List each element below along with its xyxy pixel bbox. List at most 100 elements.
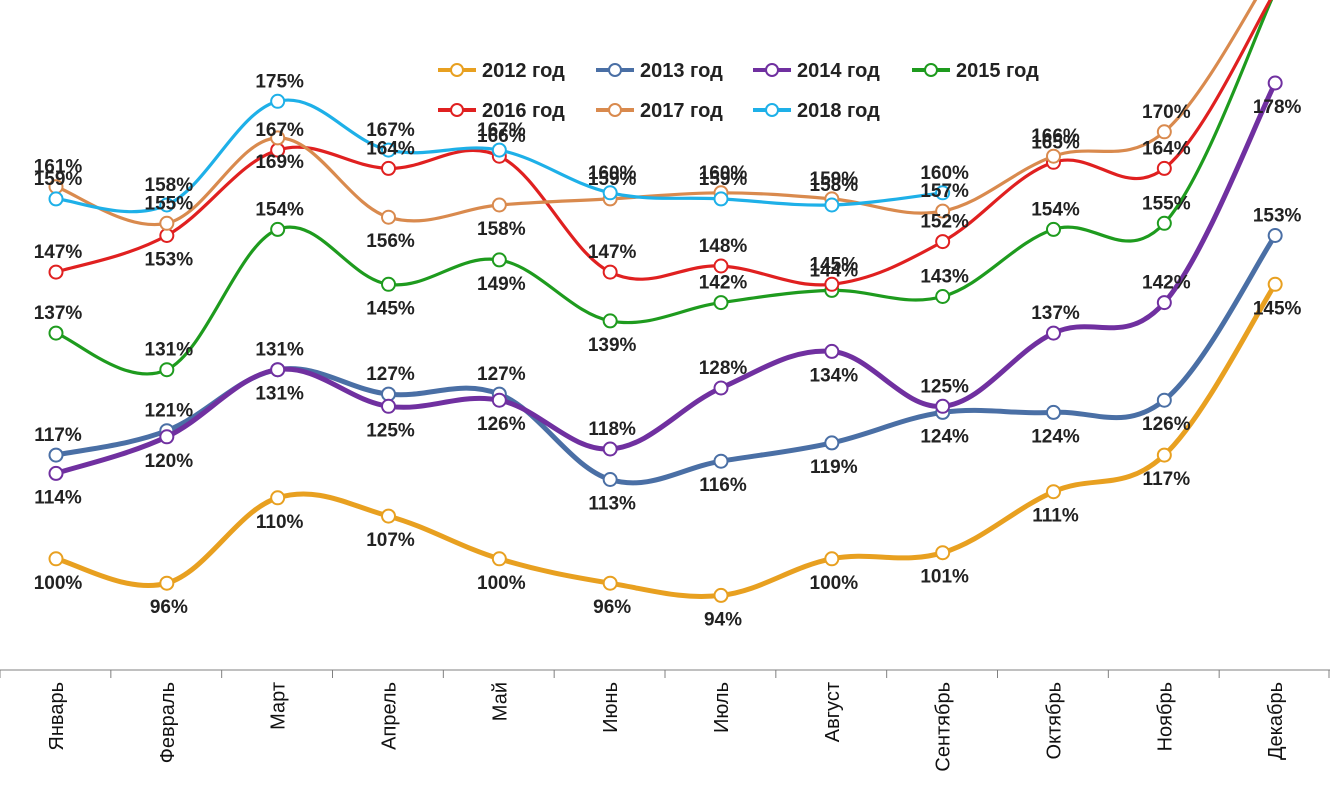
data-point	[48, 551, 64, 567]
data-label: 178%	[1253, 97, 1302, 118]
data-label: 167%	[255, 120, 304, 141]
data-label: 157%	[920, 181, 969, 202]
data-label: 116%	[699, 475, 747, 496]
data-label: 164%	[1142, 138, 1191, 159]
data-label: 159%	[588, 169, 637, 190]
data-label: 124%	[920, 426, 969, 447]
data-label: 101%	[920, 567, 969, 588]
data-label: 166%	[477, 126, 526, 147]
data-point	[381, 276, 396, 292]
legend-marker	[765, 63, 779, 77]
data-point	[381, 142, 396, 158]
data-point	[48, 264, 64, 280]
data-label: 145%	[366, 298, 415, 319]
data-point	[1046, 404, 1061, 420]
data-point	[602, 441, 618, 457]
data-point	[159, 575, 175, 591]
data-point	[935, 185, 951, 201]
x-tick-label: Декабрь	[1265, 682, 1287, 760]
data-point	[159, 362, 175, 378]
data-label: 160%	[699, 163, 748, 184]
data-label: 156%	[366, 231, 415, 252]
data-point	[1156, 295, 1172, 311]
data-point	[1046, 221, 1061, 237]
data-label: 100%	[810, 573, 859, 594]
data-label: 94%	[704, 609, 742, 630]
data-label: 125%	[366, 420, 415, 441]
data-point	[602, 575, 618, 591]
series-line	[53, 281, 1278, 599]
legend-entry: 2017 год	[596, 100, 723, 122]
legend-label: 2017 год	[640, 100, 723, 122]
data-point	[48, 325, 64, 341]
legend-label: 2012 год	[482, 60, 565, 82]
series-2012-год	[48, 276, 1283, 603]
data-point	[270, 93, 286, 109]
x-tick-label: Октябрь	[1044, 682, 1066, 760]
legend-entry: 2014 год	[753, 60, 880, 82]
data-point	[491, 551, 507, 567]
data-point	[159, 228, 175, 243]
data-label: 107%	[366, 530, 415, 551]
series-2013-год	[48, 228, 1283, 487]
data-point	[381, 398, 396, 414]
data-label: 126%	[1142, 414, 1191, 435]
data-point	[602, 472, 618, 487]
data-label: 160%	[920, 163, 969, 184]
data-point	[824, 343, 840, 359]
legend-marker	[924, 63, 938, 77]
data-label: 118%	[588, 419, 636, 440]
legend-entry: 2018 год	[753, 100, 880, 122]
data-point	[713, 587, 729, 603]
data-point	[1046, 325, 1061, 341]
data-label: 127%	[477, 364, 526, 385]
data-label: 154%	[1031, 199, 1080, 220]
data-point	[491, 142, 507, 158]
data-label: 175%	[255, 71, 304, 92]
data-label: 167%	[477, 120, 526, 141]
legend-label: 2013 год	[640, 60, 723, 82]
data-label: 167%	[366, 120, 415, 141]
x-tick-label: Июль	[711, 682, 733, 733]
data-label: 137%	[34, 303, 83, 324]
data-label: 144%	[810, 260, 859, 281]
data-point	[602, 264, 618, 280]
x-tick-label: Январь	[46, 682, 68, 751]
data-point	[713, 191, 729, 207]
data-label: 119%	[810, 457, 858, 478]
series-2018-год	[48, 93, 951, 214]
data-label: 113%	[588, 494, 636, 515]
data-label: 139%	[588, 335, 637, 356]
data-label: 158%	[810, 175, 859, 196]
data-point	[270, 490, 286, 506]
data-label: 127%	[366, 364, 415, 385]
data-point	[491, 252, 507, 268]
legend: 2012 год 2013 год 2014 год 2015 год 2016 год…	[438, 60, 1039, 122]
data-label: 159%	[34, 169, 83, 190]
legend-entry: 2015 год	[912, 60, 1039, 82]
x-tick-label: Март	[268, 682, 290, 730]
data-point	[1156, 447, 1172, 463]
data-point	[713, 258, 729, 274]
legend-entry: 2012 год	[438, 60, 565, 82]
data-label: 117%	[34, 425, 82, 446]
data-label: 96%	[593, 597, 631, 618]
data-point	[491, 392, 507, 408]
data-label: 154%	[255, 199, 304, 220]
data-point	[713, 295, 729, 311]
data-label: 134%	[810, 365, 859, 386]
series-line	[54, 0, 1273, 287]
data-label: 145%	[1253, 298, 1302, 319]
legend-marker	[450, 63, 464, 77]
data-label: 170%	[1142, 102, 1191, 123]
legend-entry: 2016 год	[438, 100, 565, 122]
data-point	[159, 429, 175, 445]
series-2016-год	[48, 0, 1273, 292]
data-label: 152%	[920, 212, 969, 233]
series-line	[54, 0, 1258, 227]
data-point	[381, 209, 396, 225]
data-label: 137%	[1031, 303, 1080, 324]
data-label: 145%	[810, 254, 859, 275]
legend-marker	[450, 103, 464, 117]
data-label: 165%	[1031, 132, 1080, 153]
